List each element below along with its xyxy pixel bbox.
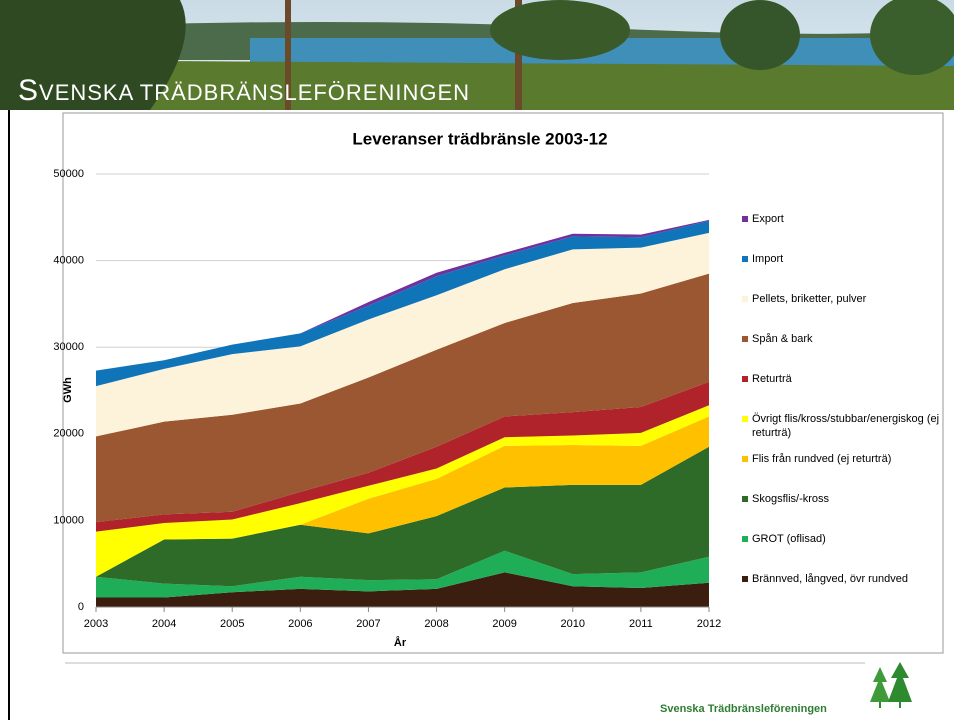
footer-text: Svenska Trädbränsleföreningen (660, 703, 827, 715)
legend-swatch (742, 536, 748, 542)
legend-label: Övrigt flis/kross/stubbar/energiskog (ej… (752, 412, 944, 440)
x-tick-label: 2003 (84, 618, 108, 630)
x-tick-label: 2009 (492, 618, 516, 630)
legend-swatch (742, 456, 748, 462)
legend-swatch (742, 336, 748, 342)
y-axis-label: GWh (62, 377, 74, 403)
x-tick-label: 2007 (356, 618, 380, 630)
legend-item: GROT (oflisad) (740, 532, 945, 572)
legend-label: Export (752, 212, 944, 226)
legend-item: Brännved, långved, övr rundved (740, 572, 945, 612)
legend-label: Returträ (752, 372, 944, 386)
legend-swatch (742, 256, 748, 262)
chart-title: Leveranser trädbränsle 2003-12 (352, 129, 607, 148)
banner-title: SVENSKA TRÄDBRÄNSLEFÖRENINGEN (18, 74, 470, 108)
y-tick-label: 20000 (53, 428, 84, 440)
y-tick-label: 30000 (53, 341, 84, 353)
legend-item: Skogsflis/-kross (740, 492, 945, 532)
legend-swatch (742, 376, 748, 382)
legend-swatch (742, 216, 748, 222)
x-axis-label: År (394, 636, 407, 649)
y-tick-label: 50000 (53, 168, 84, 180)
y-tick-label: 0 (78, 601, 84, 613)
legend-item: Export (740, 212, 945, 252)
y-tick-label: 40000 (53, 255, 84, 267)
legend-swatch (742, 296, 748, 302)
legend-label: GROT (oflisad) (752, 532, 944, 546)
page: SVENSKA TRÄDBRÄNSLEFÖRENINGEN Leveranser… (0, 0, 954, 720)
x-tick-label: 2006 (288, 618, 312, 630)
legend-label: Skogsflis/-kross (752, 492, 944, 506)
legend-item: Övrigt flis/kross/stubbar/energiskog (ej… (740, 412, 945, 452)
legend-item: Spån & bark (740, 332, 945, 372)
legend-swatch (742, 496, 748, 502)
x-tick-label: 2010 (561, 618, 585, 630)
x-tick-label: 2011 (629, 618, 653, 630)
legend-label: Import (752, 252, 944, 266)
legend-label: Flis från rundved (ej returträ) (752, 452, 944, 466)
legend-swatch (742, 416, 748, 422)
x-tick-label: 2005 (220, 618, 244, 630)
x-tick-label: 2012 (697, 618, 721, 630)
logo-trees (870, 662, 912, 708)
legend-label: Pellets, briketter, pulver (752, 292, 944, 306)
x-tick-label: 2008 (424, 618, 448, 630)
legend: Export Import Pellets, briketter, pulver Sp… (740, 212, 945, 612)
legend-swatch (742, 576, 748, 582)
left-border (8, 110, 10, 720)
legend-item: Flis från rundved (ej returträ) (740, 452, 945, 492)
legend-item: Pellets, briketter, pulver (740, 292, 945, 332)
y-tick-label: 10000 (53, 514, 84, 526)
x-tick-label: 2004 (152, 618, 176, 630)
legend-item: Returträ (740, 372, 945, 412)
legend-label: Spån & bark (752, 332, 944, 346)
legend-item: Import (740, 252, 945, 292)
legend-label: Brännved, långved, övr rundved (752, 572, 944, 586)
